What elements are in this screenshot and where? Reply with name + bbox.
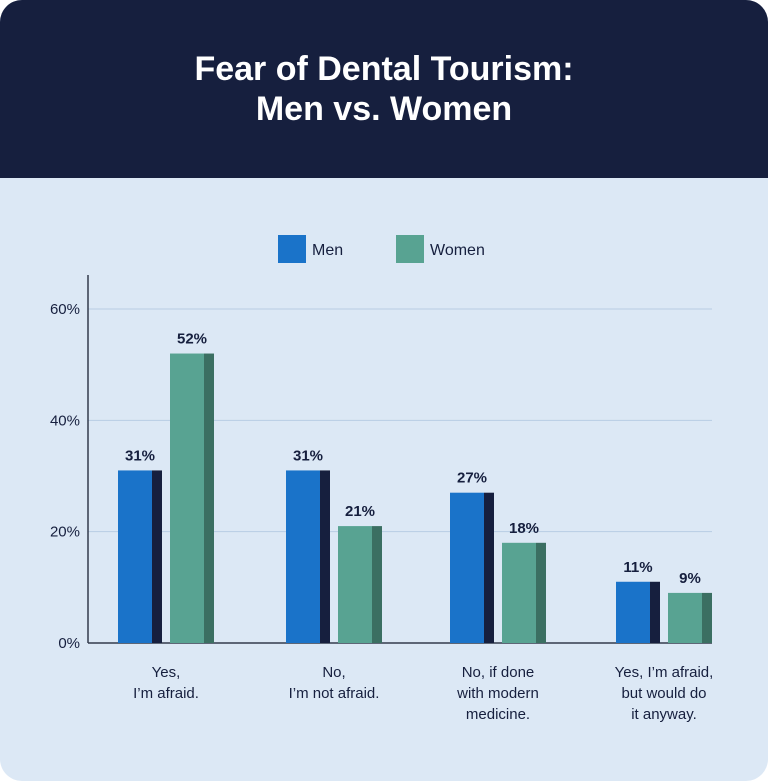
- bar-chart: 0% 20% 40% 60% Men Women 31% 52% Yes, I’m afraid.…: [50, 235, 714, 723]
- bar-side-men: [320, 470, 330, 643]
- data-label: 21%: [345, 503, 375, 520]
- x-category-label: No, if done with modern medicine.: [456, 664, 539, 723]
- data-label: 9%: [679, 570, 701, 587]
- data-label: 31%: [293, 447, 323, 464]
- bar-side-women: [204, 353, 214, 643]
- bar-men[interactable]: [118, 470, 152, 643]
- bar-side-men: [650, 581, 660, 643]
- data-label: 31%: [125, 447, 155, 464]
- x-category-label: Yes, I’m afraid.: [133, 664, 199, 702]
- chart-title: Fear of Dental Tourism: Men vs. Women: [194, 50, 574, 128]
- bar-men[interactable]: [286, 470, 320, 643]
- data-label: 18%: [509, 520, 539, 537]
- legend-label: Men: [312, 242, 343, 259]
- legend-swatch-women: [396, 235, 424, 263]
- bar-men[interactable]: [450, 492, 484, 643]
- data-label: 27%: [457, 470, 487, 487]
- y-tick-label: 20%: [50, 524, 80, 541]
- y-tick-label: 60%: [50, 301, 80, 318]
- bar-side-men: [152, 470, 162, 643]
- bar-women[interactable]: [668, 592, 702, 643]
- data-label: 11%: [623, 559, 652, 576]
- bar-men[interactable]: [616, 581, 650, 643]
- bar-women[interactable]: [338, 526, 372, 643]
- y-tick-label: 0%: [58, 635, 80, 652]
- legend-swatch-men: [278, 235, 306, 263]
- chart-header: Fear of Dental Tourism: Men vs. Women: [0, 0, 768, 178]
- legend-label: Women: [430, 242, 485, 259]
- bar-women[interactable]: [502, 542, 536, 643]
- bar-side-women: [372, 526, 382, 643]
- y-tick-label: 40%: [50, 412, 80, 429]
- bar-side-men: [484, 492, 494, 643]
- bar-side-women: [702, 592, 712, 643]
- x-category-label: Yes, I’m afraid, but would do it anyway.: [615, 664, 714, 723]
- bar-side-women: [536, 542, 546, 643]
- data-label: 52%: [177, 331, 207, 348]
- bar-women[interactable]: [170, 353, 204, 643]
- x-category-label: No, I’m not afraid.: [289, 664, 380, 702]
